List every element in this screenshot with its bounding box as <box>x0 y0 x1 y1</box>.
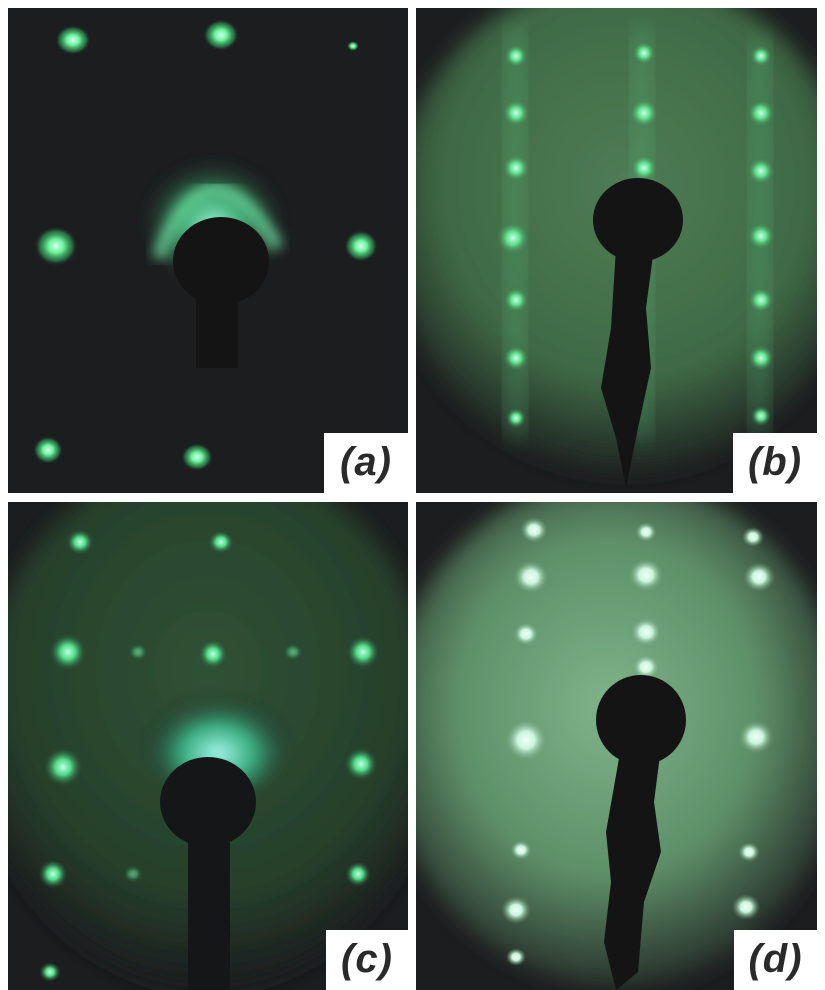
diffraction-spot <box>346 635 380 669</box>
diffraction-spot <box>513 622 539 646</box>
diffraction-spot <box>732 894 760 920</box>
diffraction-spot <box>513 560 549 594</box>
panel-label: (a) <box>324 433 408 493</box>
panel-label: (d) <box>734 930 817 990</box>
diffraction-spot <box>181 443 213 471</box>
electron-gun-shadow <box>173 217 269 368</box>
panel-label: (b) <box>733 433 817 493</box>
diffraction-spot <box>39 962 61 982</box>
diffraction-spot <box>632 654 660 680</box>
diffraction-spot <box>347 41 359 51</box>
diffraction-spot <box>750 45 772 67</box>
diffraction-spot <box>504 718 548 762</box>
electron-gun-shadow <box>160 757 256 990</box>
leed-pattern-panel-c: (c) <box>8 502 408 990</box>
diffraction-spot <box>748 345 774 371</box>
panel-label: (c) <box>326 930 408 990</box>
diffraction-spot <box>751 406 771 426</box>
diffraction-spot <box>743 562 775 592</box>
diffraction-spot <box>502 154 530 182</box>
diffraction-spot <box>503 287 529 313</box>
diffraction-spot <box>630 617 662 647</box>
diffraction-spot <box>34 226 78 266</box>
electron-gun-shadow <box>596 675 686 990</box>
diffraction-spot <box>208 530 234 554</box>
diffraction-spot <box>747 99 775 127</box>
leed-pattern-panel-a: (a) <box>8 8 408 493</box>
diffraction-spot <box>501 896 531 924</box>
diffraction-spot <box>43 747 83 787</box>
diffraction-spot <box>630 154 658 182</box>
diffraction-spot <box>738 720 774 754</box>
diffraction-spot <box>344 747 378 781</box>
diffraction-spot <box>629 98 659 128</box>
diffraction-image-b <box>416 8 817 493</box>
diffraction-spot <box>742 527 764 547</box>
diffraction-spot <box>33 436 63 464</box>
leed-pattern-panel-d: (d) <box>416 502 817 990</box>
diffraction-spot <box>632 41 656 65</box>
diffraction-spot <box>49 633 87 671</box>
diffraction-spot <box>55 25 91 55</box>
diffraction-spot <box>66 529 94 555</box>
diffraction-spot <box>345 861 371 887</box>
diffraction-spot <box>503 345 529 371</box>
diffraction-spot <box>504 44 528 68</box>
leed-pattern-panel-b: (b) <box>416 8 817 493</box>
diffraction-spot <box>496 221 530 255</box>
diffraction-spot <box>502 99 530 127</box>
diffraction-spot <box>747 157 775 185</box>
diffraction-spot <box>38 859 68 889</box>
diffraction-image-d <box>416 502 817 990</box>
diffraction-spot <box>506 948 526 966</box>
diffraction-spot <box>747 222 775 250</box>
diffraction-spot <box>506 408 526 428</box>
diffraction-spot <box>198 639 228 669</box>
electron-gun-shadow <box>593 178 683 488</box>
diffraction-image-c <box>8 502 408 990</box>
diffraction-spot <box>203 19 239 51</box>
diffraction-spot <box>628 558 664 592</box>
diffraction-spot <box>510 840 532 860</box>
diffraction-spot <box>748 287 774 313</box>
diffraction-spot <box>520 517 548 543</box>
diffraction-spot <box>344 230 378 262</box>
diffraction-image-a <box>8 8 408 493</box>
diffraction-spot <box>635 522 657 542</box>
diffraction-spot <box>738 842 760 862</box>
